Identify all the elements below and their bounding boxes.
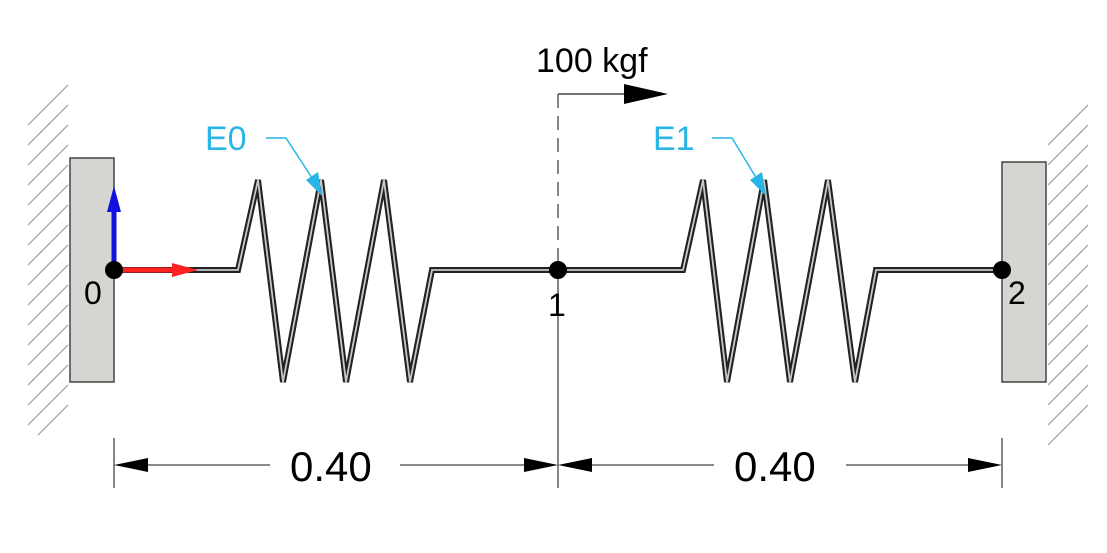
dim-1-label: 0.40 <box>734 443 816 490</box>
right-support <box>1001 104 1089 446</box>
node-1-label: 1 <box>548 287 566 323</box>
node-2-label: 2 <box>1008 275 1026 311</box>
load-arrow-head <box>624 84 668 104</box>
element-e1-leader <box>712 137 761 185</box>
node-1-marker <box>549 261 567 279</box>
right-hatch <box>1047 104 1089 446</box>
dimensions: 0.40 0.40 <box>113 438 1003 490</box>
dim-1-arrow-left <box>558 458 592 472</box>
load-indicator: 100 kgf <box>536 42 668 488</box>
dim-0-arrow-left <box>114 458 148 472</box>
nodes: 0 1 2 <box>84 261 1026 323</box>
spring-e1 <box>558 179 1002 383</box>
element-label-e1-text: E1 <box>653 120 695 158</box>
dim-1-arrow-right <box>968 458 1002 472</box>
left-support <box>27 84 115 436</box>
node-2-marker <box>993 261 1011 279</box>
node-0-marker <box>105 261 123 279</box>
element-label-e0-text: E0 <box>205 120 247 158</box>
axis-y-arrow-head <box>107 186 121 212</box>
element-label-e1: E1 <box>653 120 766 196</box>
element-e0-leader-arrow <box>306 172 322 196</box>
dim-0-label: 0.40 <box>290 443 372 490</box>
load-label: 100 kgf <box>536 42 648 80</box>
node-0-label: 0 <box>84 275 102 311</box>
element-e0-leader <box>266 137 317 185</box>
element-e1-leader-arrow <box>750 172 766 196</box>
element-label-e0: E0 <box>205 120 322 196</box>
left-hatch <box>27 84 69 436</box>
dim-0-arrow-right <box>524 458 558 472</box>
local-axes <box>107 186 198 277</box>
spring-e0 <box>114 179 558 383</box>
axis-x-arrow-head <box>172 263 198 277</box>
